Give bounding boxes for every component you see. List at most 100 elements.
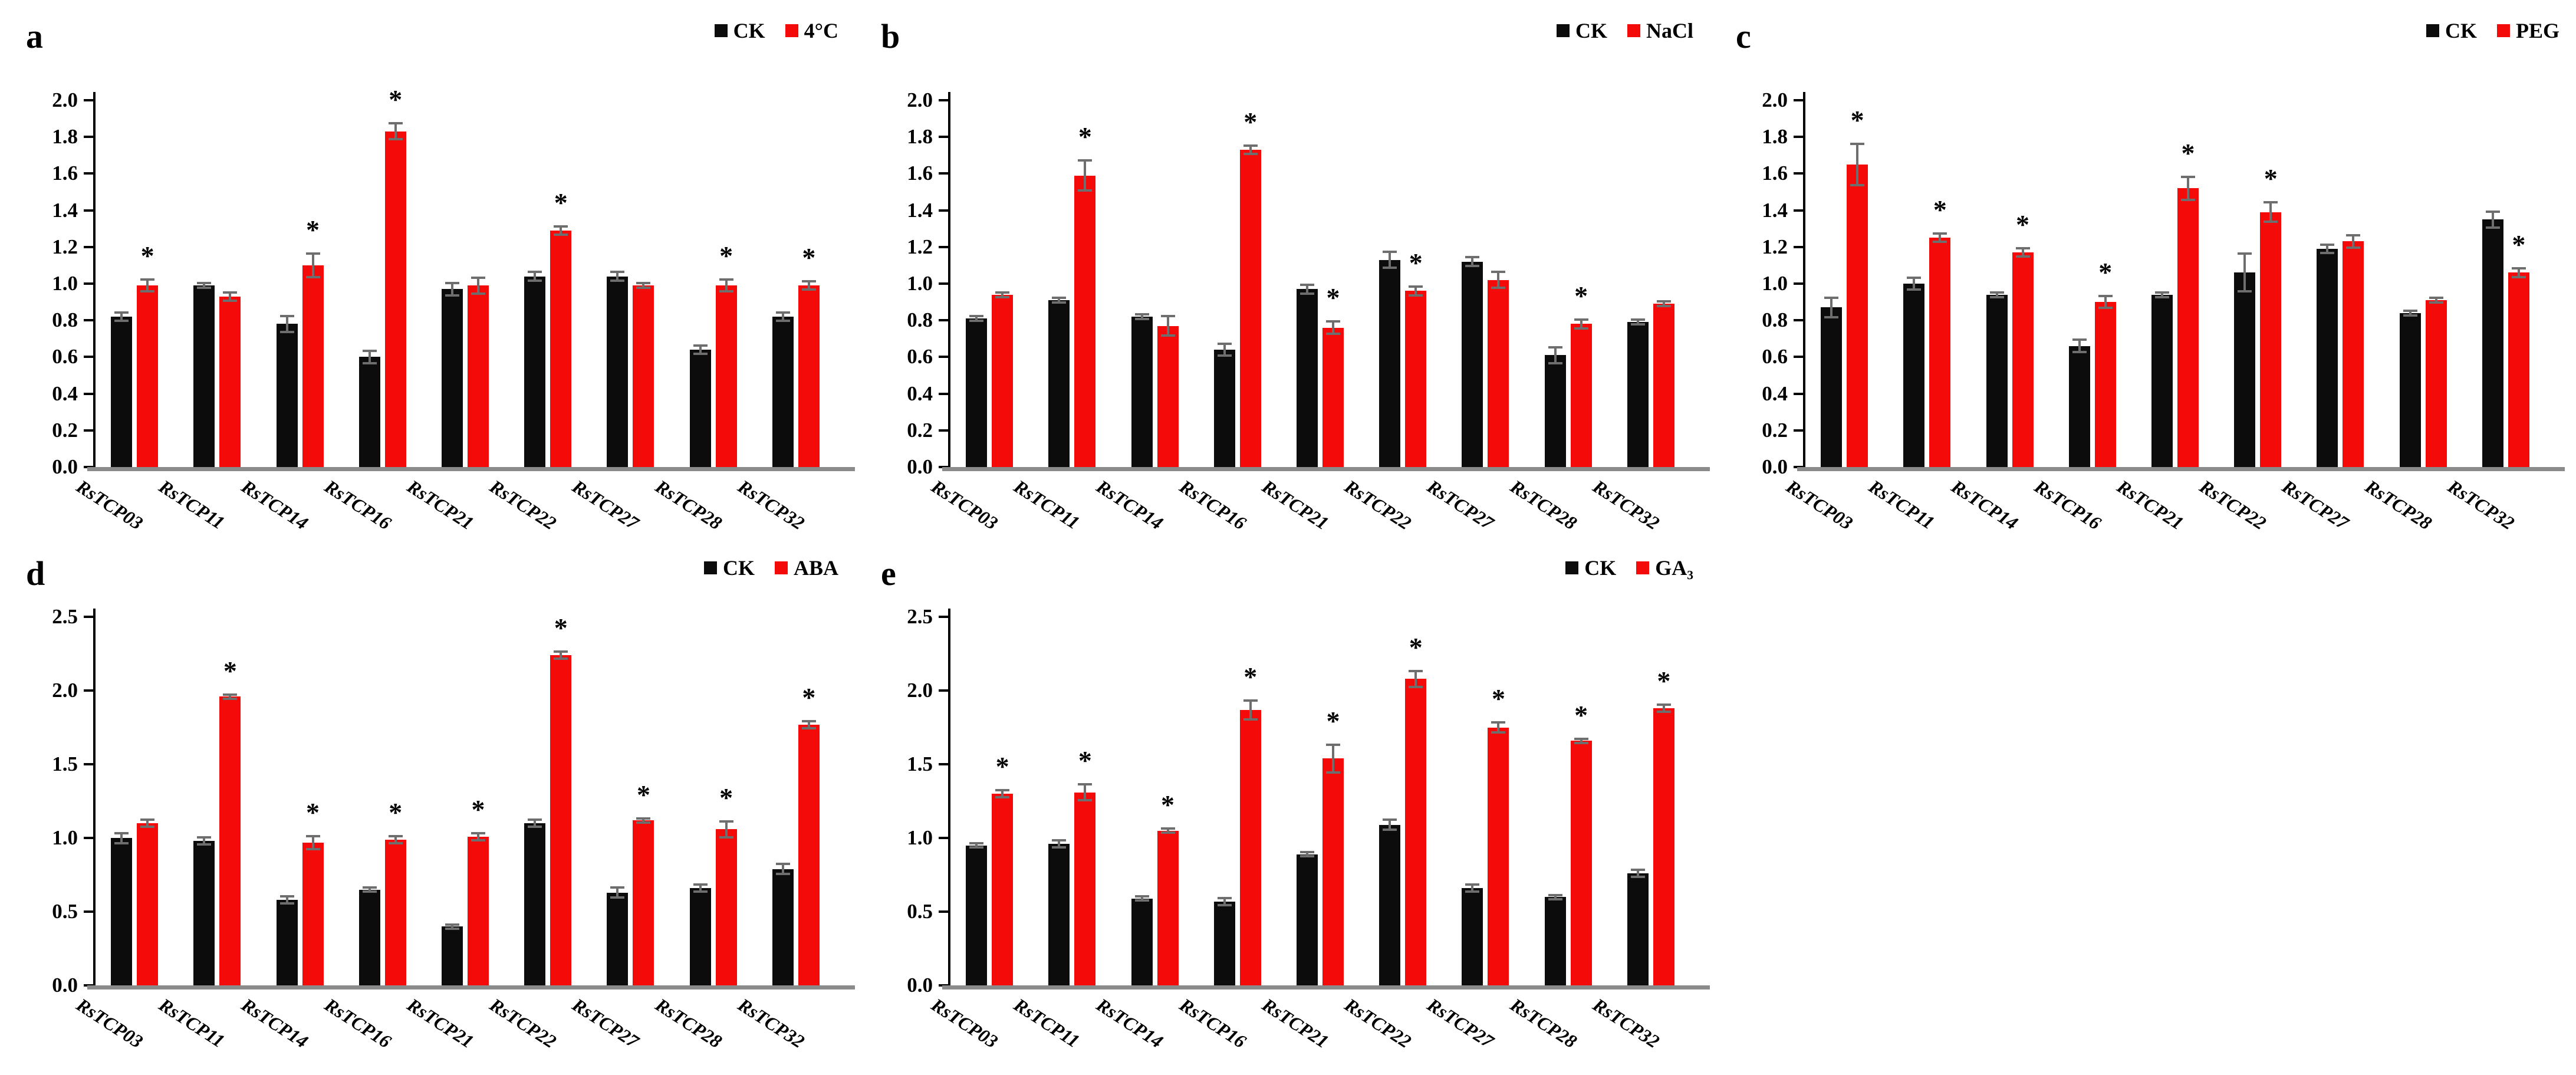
error-bar-cap-bottom bbox=[995, 295, 1010, 298]
error-bar-line bbox=[368, 888, 371, 891]
plot-area: 2.0 1.8 1.6 1.4 1.2 1.0 0.8 0.6 0.4 0.2 0.0 * RsTCP0… bbox=[1710, 0, 2576, 537]
error-bar-cap-top bbox=[969, 842, 984, 844]
error-bar-cap-top bbox=[388, 122, 403, 125]
bar-treatment-RsTCP21 bbox=[1322, 327, 1344, 467]
legend-ck-label: CK bbox=[1575, 19, 1607, 42]
significance-asterisk: * bbox=[2098, 257, 2113, 287]
y-tick-mark bbox=[84, 319, 93, 322]
bar-ck-RsTCP28 bbox=[1544, 897, 1566, 985]
y-tick-mark bbox=[84, 616, 93, 618]
error-bar-cap-top bbox=[1134, 895, 1149, 898]
error-bar-cap-top bbox=[2155, 291, 2169, 294]
error-bar-cap-bottom bbox=[775, 320, 790, 323]
y-axis-line bbox=[93, 609, 96, 985]
error-bar-cap-bottom bbox=[1217, 903, 1232, 906]
bar-ck-RsTCP14 bbox=[276, 900, 298, 985]
plot-area: 2.5 2.0 1.5 1.0 0.5 0.0 RsTCP03 * RsTCP11 * RsTCP1… bbox=[0, 537, 855, 1075]
x-category-label: RsTCP14 bbox=[1947, 475, 2022, 534]
bar-treatment-RsTCP16 bbox=[1239, 709, 1261, 985]
error-bar-line bbox=[1580, 320, 1583, 328]
treatment-swatch-icon bbox=[774, 561, 788, 574]
bar-ck-RsTCP28 bbox=[2399, 313, 2421, 467]
y-tick-label: 1.2 bbox=[52, 235, 78, 258]
error-bar-line bbox=[2104, 296, 2107, 308]
y-tick-mark bbox=[939, 136, 948, 139]
x-axis-baseline bbox=[87, 467, 855, 471]
error-bar-cap-bottom bbox=[279, 330, 294, 333]
legend: CK PEG bbox=[2426, 20, 2559, 41]
error-bar-cap-bottom bbox=[1243, 153, 1258, 156]
y-tick-mark bbox=[939, 99, 948, 101]
error-bar-cap-top bbox=[801, 280, 816, 282]
bar-ck-RsTCP28 bbox=[689, 349, 711, 467]
error-bar-cap-bottom bbox=[1465, 264, 1480, 267]
y-tick-label: 2.0 bbox=[907, 679, 933, 702]
error-bar-cap-bottom bbox=[1630, 323, 1645, 326]
error-bar-cap-top bbox=[528, 271, 542, 274]
y-tick-mark bbox=[939, 837, 948, 839]
error-bar-line bbox=[560, 226, 562, 235]
y-tick-mark bbox=[84, 99, 93, 101]
error-bar-cap-bottom bbox=[197, 287, 212, 290]
error-bar-cap-top bbox=[801, 719, 816, 722]
error-bar-line bbox=[2078, 340, 2081, 352]
x-category-label: RsTCP21 bbox=[1258, 994, 1333, 1053]
error-bar-cap-top bbox=[2429, 296, 2443, 299]
x-category-label: RsTCP32 bbox=[1589, 475, 1663, 534]
error-bar-line bbox=[1471, 258, 1474, 265]
bar-ck-RsTCP11 bbox=[1048, 300, 1070, 467]
y-tick-label: 0.6 bbox=[1762, 345, 1788, 369]
bar-treatment-RsTCP11 bbox=[219, 296, 241, 467]
error-bar-cap-bottom bbox=[693, 890, 708, 893]
error-bar-cap-bottom bbox=[140, 290, 155, 293]
error-bar-line bbox=[1084, 785, 1087, 800]
panel-letter: b bbox=[881, 17, 900, 55]
error-bar-cap-bottom bbox=[1824, 315, 1839, 318]
error-bar-cap-top bbox=[223, 693, 238, 696]
error-bar-line bbox=[2517, 269, 2520, 277]
error-bar-cap-top bbox=[1989, 291, 2004, 294]
chart-panel-b: b CK NaCl 2.0 1.8 1.6 1.4 1.2 1.0 0.8 0.6 0.4 0.2… bbox=[855, 0, 1710, 537]
x-category-label: RsTCP21 bbox=[403, 994, 478, 1053]
x-axis-baseline bbox=[1797, 467, 2565, 471]
error-bar-cap-bottom bbox=[1326, 771, 1340, 774]
bar-treatment-RsTCP32 bbox=[1653, 708, 1674, 985]
x-category-label: RsTCP21 bbox=[2113, 475, 2187, 534]
error-bar-cap-top bbox=[693, 344, 708, 347]
error-bar-cap-top bbox=[1630, 869, 1645, 871]
legend-item-treatment: NaCl bbox=[1627, 20, 1693, 41]
error-bar-cap-top bbox=[2485, 210, 2500, 213]
plot-area: 2.0 1.8 1.6 1.4 1.2 1.0 0.8 0.6 0.4 0.2 0.0 RsTCP03… bbox=[855, 0, 1710, 537]
error-bar-cap-bottom bbox=[801, 726, 816, 729]
y-tick-label: 1.6 bbox=[907, 162, 933, 185]
y-tick-mark bbox=[1794, 356, 1803, 359]
legend-item-ck: CK bbox=[703, 557, 755, 578]
bar-ck-RsTCP22 bbox=[1379, 824, 1401, 985]
error-bar-line bbox=[642, 818, 645, 822]
error-bar-line bbox=[1995, 292, 1998, 297]
error-bar-cap-top bbox=[305, 834, 320, 837]
y-tick-label: 1.5 bbox=[907, 752, 933, 775]
error-bar-cap-top bbox=[969, 314, 984, 317]
error-bar-cap-top bbox=[1243, 144, 1258, 147]
y-tick-mark bbox=[1794, 172, 1803, 175]
x-category-label: RsTCP28 bbox=[1506, 994, 1581, 1053]
error-bar-cap-bottom bbox=[471, 839, 485, 841]
significance-asterisk: * bbox=[389, 84, 403, 115]
error-bar-cap-top bbox=[1052, 839, 1067, 841]
y-tick-label: 2.5 bbox=[52, 605, 78, 628]
error-bar-cap-top bbox=[279, 895, 294, 898]
error-bar-cap-top bbox=[305, 252, 320, 255]
error-bar-cap-top bbox=[719, 820, 733, 823]
error-bar-cap-bottom bbox=[1409, 294, 1423, 297]
error-bar-line bbox=[1497, 272, 1500, 288]
error-bar-line bbox=[229, 292, 232, 300]
error-bar-cap-top bbox=[362, 350, 377, 353]
error-bar-cap-bottom bbox=[719, 836, 733, 839]
bar-treatment-RsTCP22 bbox=[1405, 291, 1427, 467]
error-bar-line bbox=[975, 844, 978, 847]
error-bar-cap-bottom bbox=[1300, 855, 1314, 857]
error-bar-line bbox=[2161, 292, 2163, 297]
error-bar-cap-top bbox=[445, 282, 459, 284]
significance-asterisk: * bbox=[2016, 209, 2030, 239]
